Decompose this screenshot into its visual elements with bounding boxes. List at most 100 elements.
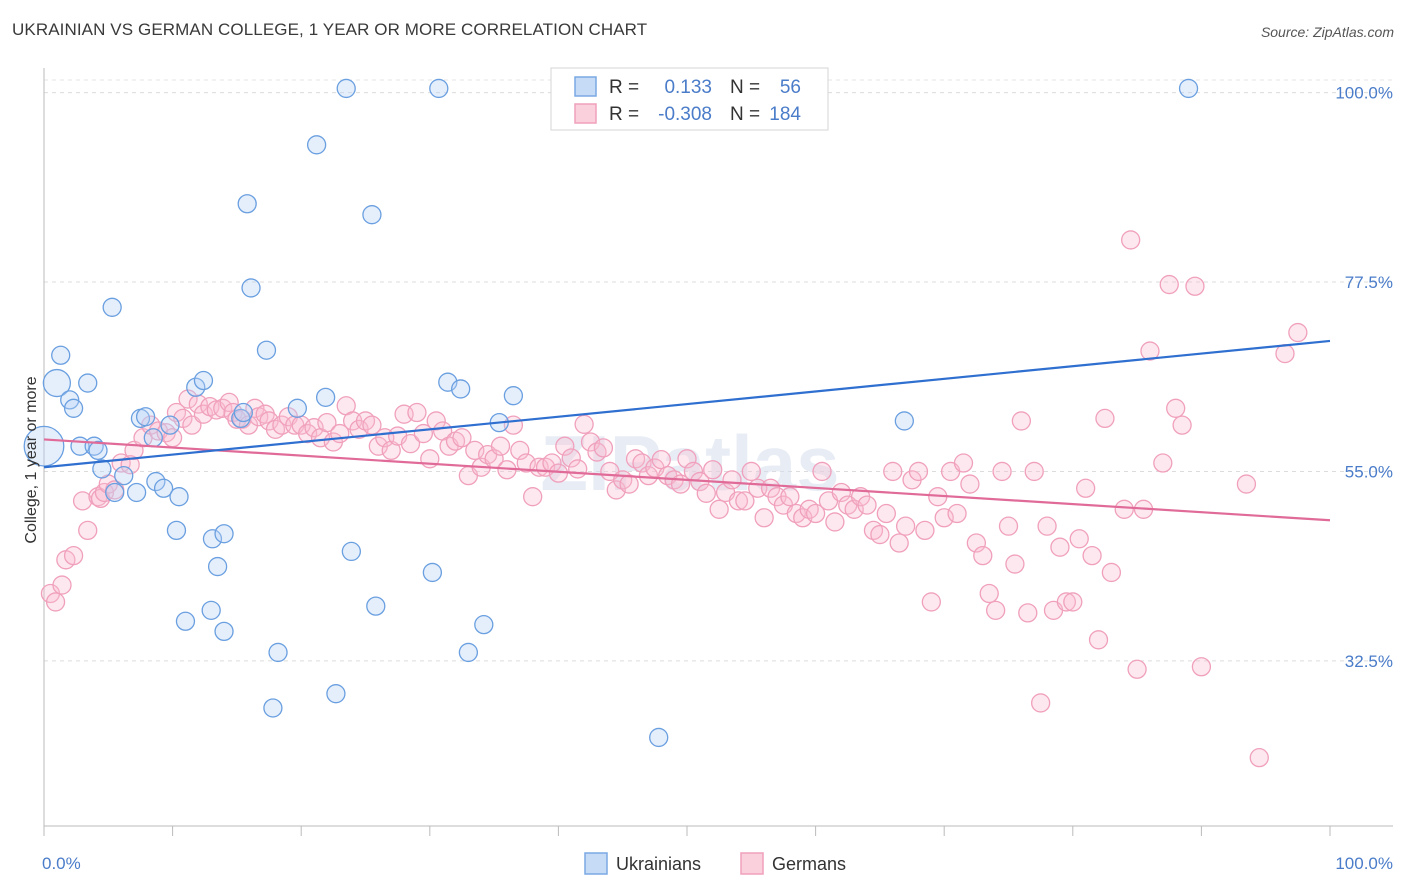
germans-point-83 <box>555 436 575 456</box>
ukrainians-point-24 <box>193 370 214 391</box>
germans-point-73 <box>490 436 511 456</box>
germans-point-163 <box>1069 529 1089 549</box>
bottom-legend-swatch-germans <box>740 852 764 875</box>
ukrainians-point-46 <box>429 78 449 99</box>
germans-point-145 <box>953 453 974 473</box>
ukrainians-point-20 <box>166 520 187 541</box>
ukrainians-point-27 <box>207 556 228 577</box>
germans-point-6 <box>78 520 98 541</box>
germans-point-85 <box>568 459 588 479</box>
germans-point-112 <box>741 461 761 482</box>
legend: R = 0.133 N = 56 R = -0.308 N = 184 <box>550 67 829 131</box>
ukrainians-point-31 <box>233 402 253 423</box>
ukrainians-point-8 <box>88 440 108 461</box>
germans-point-183 <box>1288 322 1308 343</box>
chart-source: Source: ZipAtlas.com <box>1260 24 1394 40</box>
germans-point-177 <box>1172 415 1192 435</box>
ukrainians-point-23 <box>186 377 206 397</box>
germans-point-151 <box>992 461 1012 482</box>
bottom-legend-swatch-ukrainians <box>584 852 608 875</box>
germans-point-114 <box>754 508 774 528</box>
ukrainians-point-21 <box>169 487 189 507</box>
ukrainians-point-9 <box>92 459 112 479</box>
germans-point-166 <box>1088 630 1109 650</box>
ukrainians-point-2 <box>51 345 71 365</box>
germans-point-155 <box>1018 603 1038 623</box>
ukrainians-point-12 <box>102 297 122 317</box>
germans-point-165 <box>1082 545 1102 566</box>
ukrainians-point-19 <box>160 415 180 435</box>
germans-point-126 <box>831 482 851 503</box>
germans-point-136 <box>895 516 916 536</box>
germans-point-178 <box>1185 276 1205 296</box>
germans-point-93 <box>619 474 639 494</box>
germans-point-171 <box>1127 659 1147 679</box>
germans-point-125 <box>825 512 845 532</box>
ukrainians-point-43 <box>362 205 382 225</box>
germans-point-170 <box>1121 230 1141 250</box>
germans-point-174 <box>1153 453 1173 473</box>
ukrainians-point-5 <box>78 373 98 393</box>
germans-point-180 <box>1236 474 1257 494</box>
germans-point-133 <box>876 503 896 524</box>
germans-point-102 <box>677 449 697 469</box>
bottom-legend: Ukrainians Germans <box>584 852 846 875</box>
legend-n-label-2: N = <box>730 104 760 125</box>
germans-point-148 <box>973 545 993 566</box>
germans-point-1 <box>45 592 66 612</box>
tick-labels: 32.5% 55.0% 77.5% 100.0% 0.0% 100.0% <box>42 84 1393 873</box>
germans-point-76 <box>510 440 530 461</box>
germans-point-140 <box>921 592 941 612</box>
germans-point-138 <box>908 461 929 482</box>
germans-point-24 <box>188 394 208 414</box>
y-tick-label-3: 100.0% <box>1335 84 1393 103</box>
germans-point-105 <box>696 483 716 503</box>
germans-point-122 <box>805 503 826 524</box>
ukrainians-point-16 <box>143 428 163 448</box>
germans-point-98 <box>651 450 671 470</box>
chart-title: UKRAINIAN VS GERMAN COLLEGE, 1 YEAR OR M… <box>12 20 648 39</box>
ukrainians-point-28 <box>214 524 234 544</box>
ukrainians-points <box>23 78 1199 748</box>
germans-point-96 <box>638 465 659 486</box>
ukrainians-point-39 <box>315 387 336 408</box>
ukrainians-point-34 <box>256 340 277 360</box>
germans-point-107 <box>709 499 729 519</box>
ukrainians-point-13 <box>126 482 147 503</box>
germans-point-175 <box>1159 274 1179 295</box>
ukrainians-point-52 <box>503 386 524 406</box>
ukrainians-point-33 <box>241 278 261 298</box>
ukrainians-trend-line <box>43 339 1331 469</box>
germans-point-158 <box>1037 516 1057 536</box>
ukrainians-point-37 <box>287 398 307 418</box>
ukrainians-point-50 <box>474 614 494 635</box>
germans-point-29 <box>219 392 239 413</box>
germans-point-176 <box>1166 398 1186 418</box>
germans-trend-line <box>43 438 1331 522</box>
germans-point-154 <box>1011 411 1032 431</box>
germans-point-46 <box>317 412 337 433</box>
germans-point-135 <box>889 533 909 553</box>
ukrainians-point-26 <box>202 529 223 549</box>
ukrainians-point-18 <box>153 478 174 498</box>
ukrainians-point-54 <box>894 411 914 431</box>
germans-point-130 <box>857 495 877 515</box>
y-tick-label-2: 77.5% <box>1345 273 1393 292</box>
ukrainians-point-11 <box>114 465 134 486</box>
germans-point-89 <box>593 438 614 458</box>
legend-r-label: R = <box>609 77 639 98</box>
legend-n-value-ukrainians: 56 <box>780 77 801 98</box>
legend-r-value-ukrainians: 0.133 <box>664 77 712 98</box>
germans-point-164 <box>1076 478 1096 498</box>
germans-point-78 <box>523 487 543 507</box>
germans-point-86 <box>574 414 594 434</box>
y-tick-label-0: 32.5% <box>1345 652 1393 671</box>
germans-point-157 <box>1031 693 1051 713</box>
germans-point-168 <box>1101 562 1122 583</box>
ukrainians-point-1 <box>42 368 72 398</box>
germans-point-161 <box>1056 592 1077 612</box>
germans-point-132 <box>870 524 890 545</box>
legend-swatch-ukrainians <box>574 76 597 97</box>
germans-point-118 <box>780 487 800 507</box>
ukrainians-point-53 <box>649 727 669 748</box>
